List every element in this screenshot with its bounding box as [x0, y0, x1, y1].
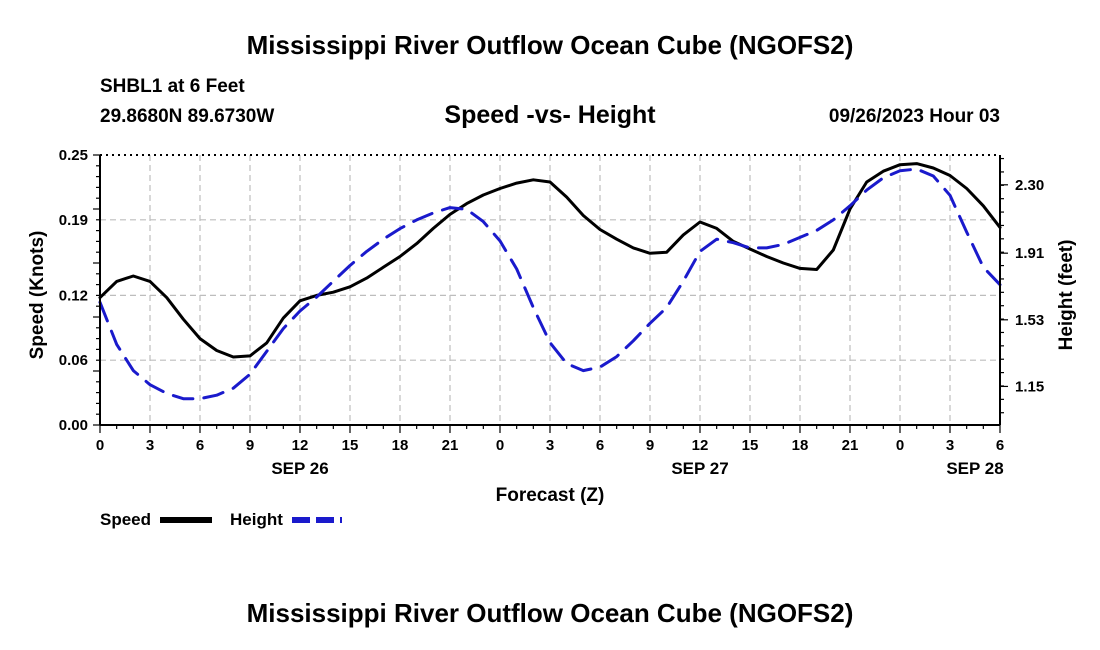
x-tick-label: 6: [596, 437, 604, 454]
x-tick-label: 3: [146, 437, 154, 454]
series-layer: [98, 162, 1002, 401]
y-right-tick-label: 1.91: [1015, 245, 1044, 262]
y-left-tick-label: 0.06: [59, 352, 88, 369]
date-label: SEP 27: [671, 459, 728, 478]
y-left-tick-label: 0.12: [59, 287, 88, 304]
x-tick-label: 9: [646, 437, 654, 454]
y-right-tick-label: 2.30: [1015, 177, 1044, 194]
y-right-axis-title: Height (feet): [1056, 240, 1077, 351]
y-left-tick-label: 0.19: [59, 212, 88, 229]
speed-series-line: [98, 162, 1002, 359]
y-left-axis-title: Speed (Knots): [27, 231, 48, 360]
chart-title-bottom: Mississippi River Outflow Ocean Cube (NG…: [246, 598, 854, 628]
date-label: SEP 26: [271, 459, 328, 478]
x-tick-label: 15: [742, 437, 759, 454]
x-tick-label: 15: [342, 437, 359, 454]
chart-subtitle: Speed -vs- Height: [444, 101, 656, 129]
y-left-tick-label: 0.25: [59, 147, 88, 164]
x-tick-label: 12: [292, 437, 309, 454]
chart-title-top: Mississippi River Outflow Ocean Cube (NG…: [246, 30, 854, 60]
height-series-line: [98, 167, 1002, 401]
axes: 0 3 6 9 12 15 18 21 0 3 6 9 12 15 18 21 0 3 6 SEP 26 SEP 27 S…: [27, 147, 1077, 529]
y-left-tick-label: 0.00: [59, 417, 88, 434]
x-tick-label: 0: [96, 437, 104, 454]
x-tick-label: 3: [546, 437, 554, 454]
x-tick-label: 18: [392, 437, 409, 454]
x-tick-label: 3: [946, 437, 954, 454]
x-tick-label: 0: [496, 437, 504, 454]
y-right-tick-label: 1.53: [1015, 312, 1044, 329]
station-label: SHBL1 at 6 Feet: [100, 76, 245, 97]
x-tick-label: 21: [442, 437, 459, 454]
x-axis-title: Forecast (Z): [496, 485, 605, 506]
x-tick-label: 6: [996, 437, 1004, 454]
date-label: SEP 28: [946, 459, 1003, 478]
y-right-tick-label: 1.15: [1015, 378, 1044, 395]
legend-speed-label: Speed: [100, 510, 151, 529]
x-tick-label: 18: [792, 437, 809, 454]
run-time: 09/26/2023 Hour 03: [828, 106, 1000, 127]
x-tick-label: 0: [896, 437, 904, 454]
station-coordinates: 29.8680N 89.6730W: [100, 106, 275, 127]
grid-lines: [100, 155, 1000, 425]
legend-height-label: Height: [230, 510, 283, 529]
x-tick-label: 21: [842, 437, 859, 454]
x-tick-label: 6: [196, 437, 204, 454]
speed-height-chart: 0 3 6 9 12 15 18 21 0 3 6 9 12 15 18 21 0 3 6 SEP 26 SEP 27 S…: [27, 147, 1077, 529]
x-tick-label: 9: [246, 437, 254, 454]
x-tick-label: 12: [692, 437, 709, 454]
